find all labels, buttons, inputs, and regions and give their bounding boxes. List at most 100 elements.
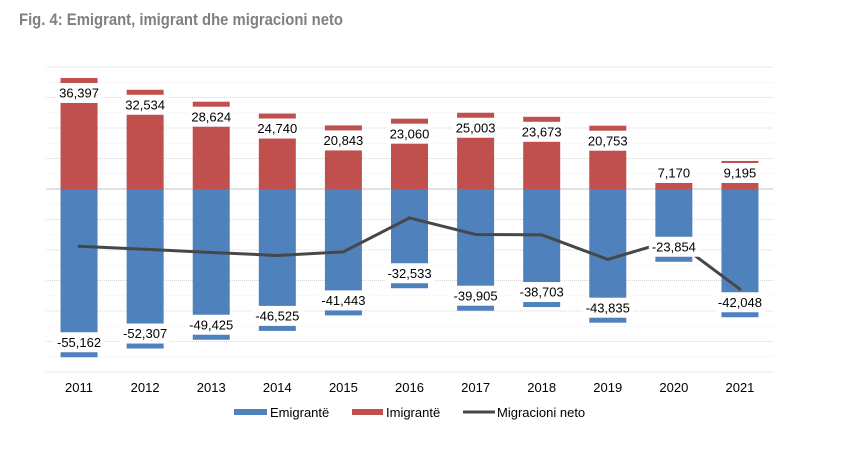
data-label-text: -42,048 xyxy=(718,295,762,310)
data-label-background xyxy=(384,263,435,284)
legend: Emigrantë Imigrantë Migracioni neto xyxy=(234,405,585,420)
data-label-background xyxy=(582,297,633,318)
data-label-text: 32,534 xyxy=(125,97,165,112)
data-label-text: -49,425 xyxy=(189,317,233,332)
data-label-background xyxy=(188,106,235,127)
data-label-text: 20,753 xyxy=(588,133,628,148)
data-label-imigrante-2011: 36,397 xyxy=(56,82,102,103)
data-label-text: 23,060 xyxy=(390,126,430,141)
point-migracioni-neto-2011 xyxy=(77,244,81,248)
data-label-imigrante-2018: 23,673 xyxy=(518,121,565,142)
legend-item-emigrante: Emigrantë xyxy=(234,405,329,420)
x-tick-label-2012: 2012 xyxy=(131,380,160,395)
data-label-background xyxy=(122,94,169,115)
point-migracioni-neto-2017 xyxy=(474,232,478,236)
data-labels: -55,162 -52,307 -49,425 -46,525 -41,443 -32,5… xyxy=(53,82,766,353)
data-label-emigrante-2021: -42,048 xyxy=(714,292,766,313)
x-tick-label-2015: 2015 xyxy=(329,380,358,395)
data-label-text: -43,835 xyxy=(586,300,630,315)
legend-swatch-emigrante xyxy=(234,409,267,415)
data-label-background xyxy=(318,290,369,311)
data-label-background xyxy=(53,332,105,353)
data-label-imigrante-2013: 28,624 xyxy=(188,106,235,127)
legend-item-imigrante: Imigrantë xyxy=(352,405,440,420)
x-tick-label-2013: 2013 xyxy=(197,380,226,395)
data-label-text: -32,533 xyxy=(387,266,431,281)
data-label-text: 28,624 xyxy=(191,109,231,124)
point-migracioni-neto-2018 xyxy=(540,233,544,237)
x-tick-label-2014: 2014 xyxy=(263,380,292,395)
data-label-background xyxy=(518,121,565,142)
data-label-emigrante-2012: -52,307 xyxy=(120,323,171,344)
data-label-imigrante-2014: 24,740 xyxy=(254,118,301,139)
legend-label-migracioni-neto: Migracioni neto xyxy=(497,405,585,420)
data-label-background xyxy=(120,323,171,344)
data-label-imigrante-2015: 20,843 xyxy=(320,130,367,151)
data-label-emigrante-2018: -38,703 xyxy=(516,282,567,303)
data-label-emigrante-2017: -39,905 xyxy=(450,285,501,306)
data-label-text: 9,195 xyxy=(724,166,757,181)
data-label-text: 36,397 xyxy=(59,86,99,101)
data-label-background xyxy=(648,236,699,257)
data-label-background xyxy=(714,292,766,313)
data-label-imigrante-2020: 7,170 xyxy=(654,163,694,183)
legend-label-emigrante: Emigrantë xyxy=(270,405,329,420)
point-migracioni-neto-2015 xyxy=(341,250,345,254)
point-migracioni-neto-2012 xyxy=(143,247,147,251)
data-label-emigrante-2011: -55,162 xyxy=(53,332,105,353)
point-migracioni-neto-2021 xyxy=(738,287,742,291)
data-label-imigrante-2016: 23,060 xyxy=(386,123,433,144)
data-label-background xyxy=(252,305,303,326)
data-label-background xyxy=(516,282,567,303)
data-label-text: -52,307 xyxy=(123,326,167,341)
x-tick-label-2018: 2018 xyxy=(527,380,556,395)
x-axis: 2011 2012 2013 2014 2015 2016 2017 2018 2019 2020… xyxy=(65,380,754,395)
data-label-emigrante-2020: -23,854 xyxy=(648,236,699,257)
point-migracioni-neto-2019 xyxy=(606,257,610,261)
chart-title: Fig. 4: Emigrant, imigrant dhe migracion… xyxy=(19,10,343,29)
data-label-text: 7,170 xyxy=(658,166,691,181)
point-migracioni-neto-2014 xyxy=(275,253,279,257)
data-label-text: -39,905 xyxy=(454,288,498,303)
x-tick-label-2016: 2016 xyxy=(395,380,424,395)
data-label-imigrante-2021: 9,195 xyxy=(720,163,760,183)
data-label-background xyxy=(654,163,694,183)
x-tick-label-2021: 2021 xyxy=(725,380,754,395)
data-label-imigrante-2012: 32,534 xyxy=(122,94,169,115)
data-label-emigrante-2016: -32,533 xyxy=(384,263,435,284)
x-tick-label-2011: 2011 xyxy=(65,380,93,395)
legend-swatch-imigrante xyxy=(352,409,383,415)
data-label-emigrante-2019: -43,835 xyxy=(582,297,633,318)
data-label-text: 23,673 xyxy=(522,124,562,139)
data-label-emigrante-2014: -46,525 xyxy=(252,305,303,326)
data-label-imigrante-2017: 25,003 xyxy=(452,117,499,138)
data-label-text: 24,740 xyxy=(257,121,297,136)
data-label-imigrante-2019: 20,753 xyxy=(584,130,631,151)
data-label-background xyxy=(186,314,237,335)
x-tick-label-2019: 2019 xyxy=(593,380,622,395)
data-label-text: -41,443 xyxy=(321,293,365,308)
data-label-background xyxy=(720,163,760,183)
data-label-text: -38,703 xyxy=(520,285,564,300)
bar-emigrante-2013 xyxy=(192,189,230,340)
data-label-text: -23,854 xyxy=(652,239,696,254)
data-label-background xyxy=(254,118,301,139)
x-tick-label-2020: 2020 xyxy=(659,380,688,395)
data-label-text: 25,003 xyxy=(456,120,496,135)
legend-label-imigrante: Imigrantë xyxy=(386,405,440,420)
data-label-text: -55,162 xyxy=(57,335,101,350)
point-migracioni-neto-2013 xyxy=(209,250,213,254)
data-label-background xyxy=(56,82,102,103)
net-migration-series xyxy=(77,216,742,291)
bar-emigrante-2012 xyxy=(126,189,164,349)
data-label-background xyxy=(450,285,501,306)
data-label-background xyxy=(452,117,499,138)
data-label-text: 20,843 xyxy=(324,133,364,148)
x-tick-label-2017: 2017 xyxy=(461,380,490,395)
point-migracioni-neto-2016 xyxy=(408,216,411,220)
data-label-background xyxy=(584,130,631,151)
data-label-background xyxy=(320,130,367,151)
data-label-emigrante-2015: -41,443 xyxy=(318,290,369,311)
